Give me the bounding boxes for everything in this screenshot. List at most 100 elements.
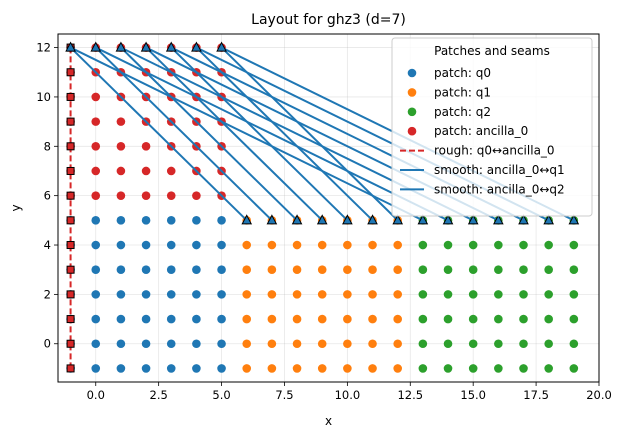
data-point — [569, 339, 579, 349]
smooth-seam-marker — [392, 214, 404, 225]
data-point — [116, 339, 126, 349]
data-point — [393, 314, 402, 324]
data-point — [116, 240, 126, 250]
smooth-seam-marker — [518, 214, 529, 225]
data-point — [141, 314, 151, 324]
rough-seam-marker — [66, 241, 75, 250]
smooth-seam-marker — [216, 41, 227, 52]
data-point — [116, 216, 126, 225]
data-point — [242, 265, 252, 275]
data-point — [242, 339, 252, 349]
data-point — [116, 117, 126, 126]
data-point — [519, 339, 528, 349]
data-point — [317, 290, 327, 299]
smooth-seam-marker — [442, 214, 454, 225]
data-point — [192, 314, 201, 324]
data-point — [116, 364, 126, 373]
data-point — [141, 216, 151, 225]
data-point — [519, 265, 528, 275]
data-point — [242, 314, 252, 324]
data-point — [443, 364, 453, 373]
data-point — [91, 314, 101, 324]
data-point — [494, 314, 503, 324]
data-point — [443, 265, 453, 275]
data-point — [393, 364, 402, 373]
data-point — [368, 339, 377, 349]
legend-label: patch: ancilla_0 — [434, 124, 528, 138]
smooth-seam-marker — [493, 214, 504, 225]
data-point — [166, 191, 176, 200]
data-point — [166, 216, 176, 225]
data-point — [443, 240, 453, 250]
data-point — [192, 364, 201, 373]
data-point — [217, 290, 226, 299]
smooth-seam-marker — [191, 41, 202, 52]
legend-label: patch: q0 — [434, 66, 491, 80]
data-point — [166, 290, 176, 299]
rough-seam-marker — [66, 68, 75, 77]
data-point — [166, 339, 176, 349]
legend: Patches and seams patch: q0 patch: q1 patc… — [391, 37, 593, 217]
x-tick-label: 20.0 — [586, 388, 612, 402]
data-point — [292, 364, 302, 373]
data-point — [368, 265, 377, 275]
data-point — [292, 240, 302, 250]
data-point — [519, 240, 528, 250]
data-point — [343, 364, 352, 373]
data-point — [343, 265, 352, 275]
rough-seam-marker — [66, 216, 75, 225]
smooth-seam-marker — [417, 214, 429, 225]
x-tick-label: 5.0 — [212, 388, 230, 402]
rough-seam-marker — [66, 191, 75, 200]
legend-marker — [407, 68, 417, 78]
smooth-seam-line — [70, 46, 424, 222]
rough-seam-marker — [66, 166, 75, 175]
data-point — [91, 191, 101, 200]
data-point — [317, 240, 327, 250]
data-point — [267, 364, 277, 373]
data-point — [468, 364, 478, 373]
smooth-seam-marker — [90, 41, 102, 52]
x-tick-label: 17.5 — [523, 388, 549, 402]
data-point — [267, 339, 277, 349]
data-point — [494, 265, 503, 275]
data-point — [544, 265, 553, 275]
data-point — [468, 314, 478, 324]
data-point — [242, 240, 252, 250]
data-point — [91, 265, 101, 275]
data-point — [544, 240, 553, 250]
data-point — [166, 265, 176, 275]
rough-seam-marker — [66, 265, 75, 274]
data-point — [468, 265, 478, 275]
data-point — [267, 314, 277, 324]
smooth-seam-marker — [291, 214, 303, 225]
data-point — [519, 364, 528, 373]
data-point — [393, 290, 402, 299]
data-point — [116, 191, 126, 200]
data-point — [141, 240, 151, 250]
plot-frame — [57, 33, 600, 383]
data-point — [494, 339, 503, 349]
data-point — [217, 216, 226, 225]
data-point — [116, 314, 126, 324]
chart-title: Layout for ghz3 (d=7) — [251, 12, 406, 28]
data-point — [494, 290, 503, 299]
data-point — [368, 240, 377, 250]
smooth-seam-marker — [367, 214, 378, 225]
data-point — [443, 290, 453, 299]
data-point — [343, 339, 352, 349]
data-point — [267, 240, 277, 250]
data-point — [343, 240, 352, 250]
data-point — [418, 240, 428, 250]
data-point — [116, 290, 126, 299]
smooth-seam-line — [69, 46, 248, 222]
legend-label: rough: q0↔ancilla_0 — [434, 144, 555, 158]
legend-box — [391, 37, 593, 217]
data-point — [192, 265, 201, 275]
data-point — [91, 240, 101, 250]
y-tick-label: 6 — [44, 189, 51, 203]
data-point — [166, 364, 176, 373]
data-point — [91, 216, 101, 225]
data-point — [519, 290, 528, 299]
